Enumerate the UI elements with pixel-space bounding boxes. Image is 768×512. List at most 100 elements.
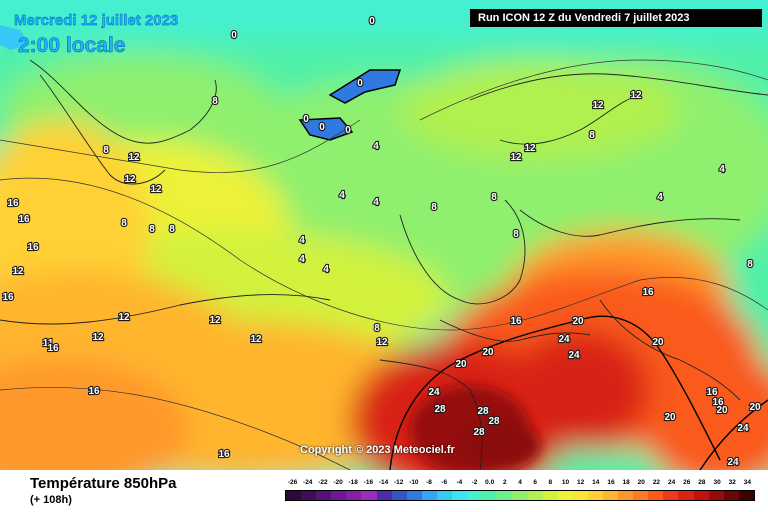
legend-swatch xyxy=(331,491,347,500)
isotherm-label: 12 xyxy=(250,334,262,345)
isotherm-label: 16 xyxy=(27,242,39,253)
legend-tick-label: 10 xyxy=(561,479,570,486)
isotherm-label: 0 xyxy=(303,114,309,125)
parameter-title: Température 850hPa xyxy=(30,475,177,492)
legend-swatch xyxy=(648,491,664,500)
legend-swatch xyxy=(663,491,679,500)
isotherm-label: 12 xyxy=(510,152,522,163)
legend-tick-label: 22 xyxy=(652,479,661,486)
isotherm-label: 8 xyxy=(121,218,127,229)
run-info-banner: Run ICON 12 Z du Vendredi 7 juillet 2023 xyxy=(470,9,762,27)
isotherm-label: 8 xyxy=(431,202,437,213)
legend-tick-label: -22 xyxy=(318,479,328,486)
isotherm-label: 16 xyxy=(218,449,230,460)
legend-swatch xyxy=(557,491,573,500)
legend-swatch xyxy=(346,491,362,500)
legend-swatch xyxy=(421,491,437,500)
isotherm-label: 16 xyxy=(510,316,522,327)
isotherm-label: 8 xyxy=(589,130,595,141)
legend-swatch xyxy=(723,491,739,500)
isotherm-label: 20 xyxy=(716,405,728,416)
forecast-date: Mercredi 12 juillet 2023 xyxy=(14,12,179,29)
legend-swatch xyxy=(678,491,694,500)
legend-swatch xyxy=(406,491,422,500)
legend-swatch xyxy=(708,491,724,500)
isotherm-label: 20 xyxy=(749,402,761,413)
legend-tick-label: 34 xyxy=(743,479,752,486)
legend-swatch xyxy=(301,491,317,500)
legend-swatch xyxy=(436,491,453,500)
legend-tick-label: -24 xyxy=(303,479,313,486)
isotherm-label: 12 xyxy=(376,337,388,348)
legend-tick-label: -8 xyxy=(426,479,432,486)
legend-tick-label: 30 xyxy=(713,479,721,486)
isotherm-label: 11 xyxy=(43,338,54,349)
legend-swatch xyxy=(572,491,588,500)
legend-swatch xyxy=(542,491,558,500)
isotherm-label: 4 xyxy=(373,197,379,208)
isotherm-label: 8 xyxy=(491,192,497,203)
legend-tick-label: 2 xyxy=(503,479,507,486)
legend-tick-label: -2 xyxy=(471,479,478,486)
isotherm-label: 0 xyxy=(357,78,363,89)
legend-swatch xyxy=(452,491,468,500)
legend-tick-label: 12 xyxy=(577,479,585,486)
legend-swatch xyxy=(587,491,603,500)
legend-swatch xyxy=(376,491,392,500)
legend-swatch xyxy=(316,491,332,500)
isotherm-label: 0 xyxy=(345,125,351,136)
legend-tick-label: -18 xyxy=(348,479,358,486)
isotherm-label: 24 xyxy=(428,387,440,398)
legend-swatch xyxy=(467,491,483,500)
isotherm-label: 20 xyxy=(652,337,664,348)
isotherm-label: 0 xyxy=(319,122,325,133)
legend-swatch xyxy=(482,491,498,500)
legend-tick-label: 32 xyxy=(728,479,736,486)
legend-tick-label: -20 xyxy=(333,479,343,486)
isotherm-label: 12 xyxy=(592,100,604,111)
legend-swatch xyxy=(633,491,649,500)
legend-tick-label: -16 xyxy=(363,479,374,486)
isotherm-label: 0 xyxy=(369,16,375,27)
legend-swatch xyxy=(497,491,513,500)
isotherm-label: 8 xyxy=(747,259,753,270)
legend-tick-label: 24 xyxy=(667,479,676,486)
legend-tick-label: 18 xyxy=(622,479,630,486)
legend-footer: Température 850hPa (+ 108h) -26 -24 -22 -20… xyxy=(0,470,768,512)
isotherm-label: 16 xyxy=(7,198,19,209)
isotherm-label: 12 xyxy=(150,184,162,195)
color-scale-labels: -26 -24 -22 -20 -18 -16 -14 -12 -10 -8 -6 -4 -2 0.0 2 4… xyxy=(285,479,755,489)
isotherm-label: 4 xyxy=(339,190,345,201)
isotherm-label: 8 xyxy=(103,145,109,156)
legend-swatch xyxy=(738,491,754,500)
isotherm-label: 12 xyxy=(124,174,136,185)
isotherm-label: 16 xyxy=(712,397,724,408)
legend-tick-label: -10 xyxy=(409,479,419,486)
legend-tick-label: -14 xyxy=(378,479,389,486)
isotherm-label: 16 xyxy=(18,214,30,225)
isotherm-label: 4 xyxy=(373,141,379,152)
isotherm-label: 28 xyxy=(488,416,500,427)
legend-tick-label: 28 xyxy=(698,479,706,486)
isotherm-label: 24 xyxy=(558,334,570,345)
isotherm-label: 4 xyxy=(299,235,305,246)
isotherm-label: 12 xyxy=(128,152,140,163)
legend-swatch xyxy=(361,491,377,500)
legend-swatch xyxy=(286,491,302,500)
isotherm-label: 0 xyxy=(231,30,237,41)
legend-swatch xyxy=(512,491,528,500)
legend-swatch xyxy=(602,491,619,500)
isotherm-label: 28 xyxy=(434,404,446,415)
isotherm-label: 8 xyxy=(374,323,380,334)
isotherm-label: 12 xyxy=(630,90,642,101)
lead-time: (+ 108h) xyxy=(30,494,72,506)
legend-swatch xyxy=(391,491,407,500)
isotherm-label: 8 xyxy=(513,229,519,240)
isotherm-label: 20 xyxy=(482,347,494,358)
isotherm-label: 20 xyxy=(572,316,584,327)
legend-tick-label: -6 xyxy=(441,479,448,486)
isotherm-label: 16 xyxy=(706,387,718,398)
isotherm-label: 4 xyxy=(657,192,663,203)
legend-tick-label: 14 xyxy=(592,479,600,486)
